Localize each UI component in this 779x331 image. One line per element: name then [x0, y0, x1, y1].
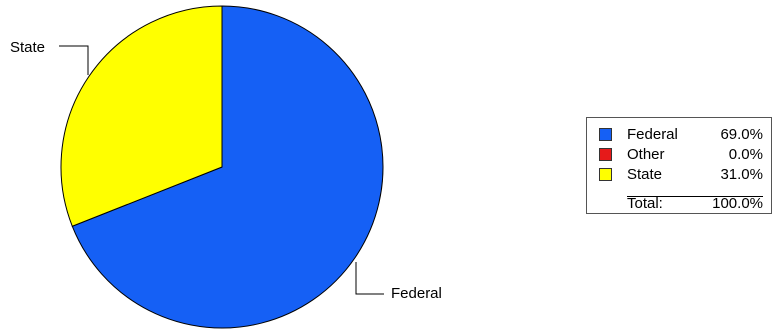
legend-value-state: 31.0%: [720, 166, 763, 183]
legend-swatch-other: [599, 148, 612, 161]
slice-label-state: State: [10, 39, 45, 56]
legend-row-state: State 31.0%: [587, 165, 771, 187]
legend-total-label: Total:: [627, 195, 663, 212]
legend-swatch-federal: [599, 128, 612, 141]
slice-federal: [71, 5, 384, 329]
leader-line-federal: [355, 262, 384, 295]
legend-row-other: Other 0.0%: [587, 145, 771, 167]
legend-label-federal: Federal: [627, 126, 678, 143]
legend-total-rule: [627, 196, 763, 197]
legend-row-total: Total: 100.0%: [587, 194, 771, 216]
legend-label-state: State: [627, 166, 663, 183]
pie-slices: [60, 5, 384, 329]
legend-row-federal: Federal 69.0%: [587, 125, 771, 147]
leader-lines: [59, 45, 384, 295]
legend: Federal 69.0% Other 0.0% State 31.0% Tot…: [586, 117, 772, 214]
legend-total-value: 100.0%: [712, 195, 763, 212]
legend-swatch-state: [599, 168, 612, 181]
slice-label-federal: Federal: [391, 285, 442, 302]
leader-line-state: [59, 45, 89, 75]
slice-state: [60, 5, 223, 227]
legend-label-other: Other: [627, 146, 665, 163]
legend-value-federal: 69.0%: [720, 126, 763, 143]
legend-value-other: 0.0%: [728, 146, 763, 163]
